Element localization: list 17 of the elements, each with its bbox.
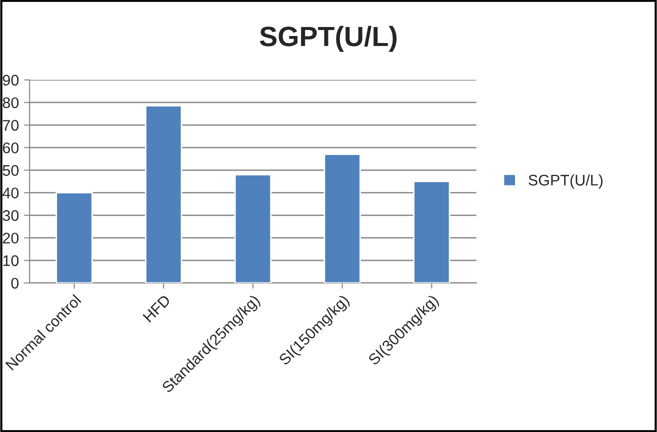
chart-title: SGPT(U/L) (260, 26, 397, 52)
legend-label: SGPT(U/L) (528, 174, 603, 189)
y-tick-label: 30 (2, 210, 19, 221)
y-tick-label: 90 (2, 74, 19, 86)
bar (234, 174, 272, 283)
y-tick-label: 60 (2, 142, 19, 154)
bar (145, 105, 182, 283)
y-tick-label: 80 (2, 97, 19, 108)
y-tick-label: 10 (3, 255, 19, 266)
bar (56, 192, 93, 283)
y-tick-label: 40 (2, 188, 19, 198)
y-tick-label: 20 (2, 232, 19, 244)
y-tick-label: 0 (11, 278, 19, 289)
bar (324, 154, 361, 283)
bar (413, 180, 450, 283)
y-tick-label: 50 (2, 165, 19, 176)
y-tick-label: 70 (2, 120, 19, 131)
